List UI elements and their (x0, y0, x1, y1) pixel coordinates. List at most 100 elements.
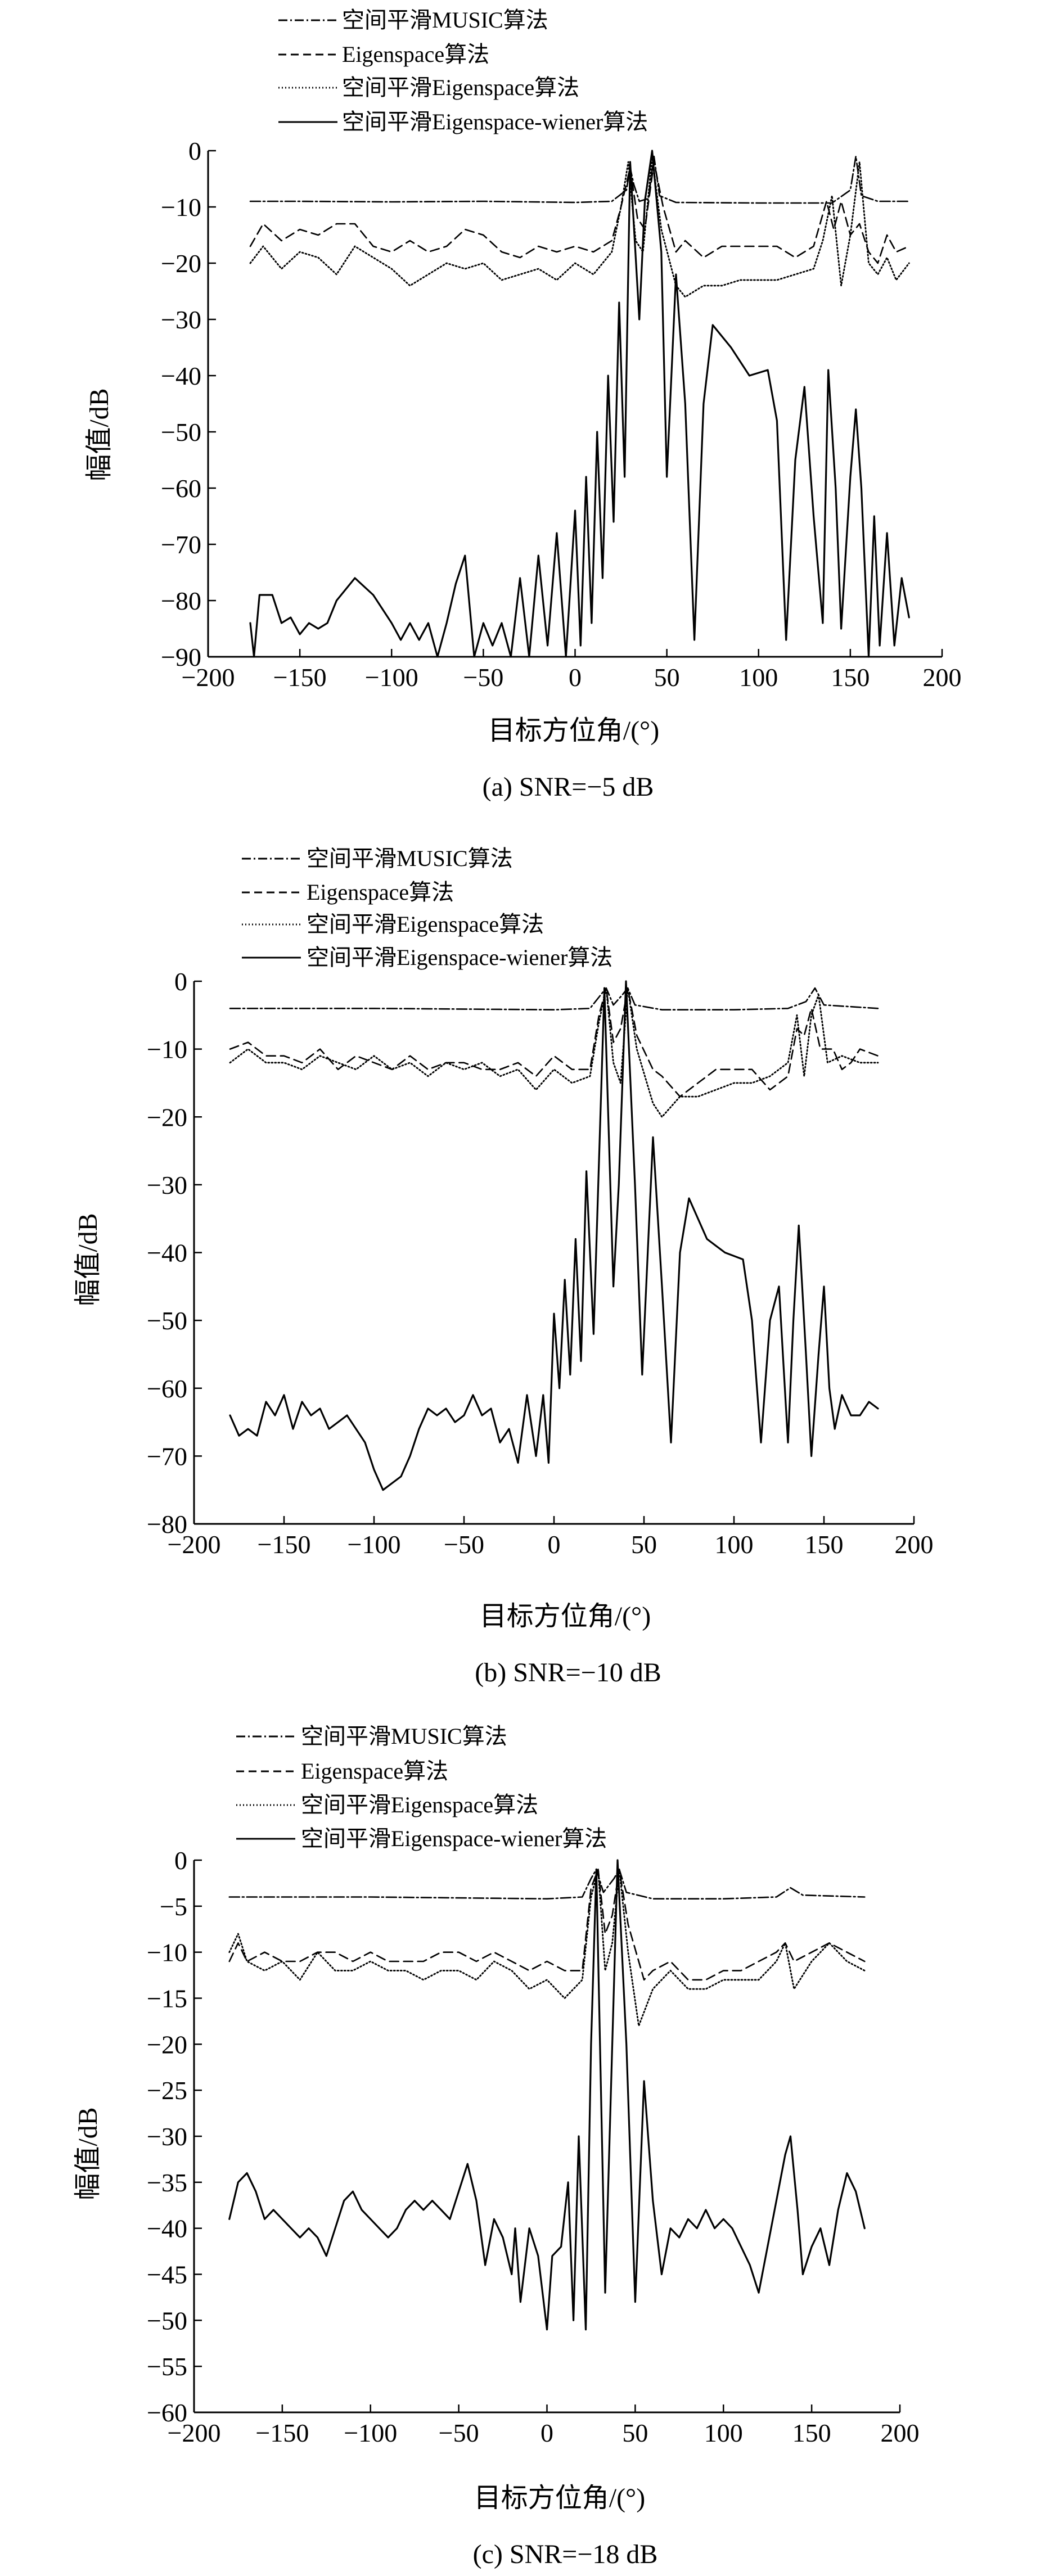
panel-c-caption: (c) SNR=−18 dB (473, 2539, 658, 2569)
panel-c-y-axis-label: 幅值/dB (73, 2107, 103, 2200)
panel-c-x-axis-label: 目标方位角/(°) (474, 2483, 646, 2513)
panel-c: 空间平滑MUSIC算法 Eigenspace算法 空间平滑Eigenspace算… (73, 1724, 657, 2569)
panel-a-x-tick-label: −100 (365, 663, 418, 692)
panel-c-legend-label-4: 空间平滑Eigenspace-wiener算法 (301, 1826, 607, 1851)
panel-c-y-tick-label: −45 (147, 2261, 187, 2289)
panel-a-legend-item-4: 空间平滑Eigenspace-wiener算法 (278, 109, 648, 134)
panel-c-legend-item-4: 空间平滑Eigenspace-wiener算法 (236, 1826, 607, 1851)
panel-a: 空间平滑MUSIC算法 Eigenspace算法 空间平滑Eigenspace算… (84, 7, 659, 802)
panel-a-legend: 空间平滑MUSIC算法 Eigenspace算法 空间平滑Eigenspace算… (278, 7, 648, 134)
panel-b-y-tick-label: −10 (147, 1035, 187, 1064)
panel-a-x-tick-label: −150 (273, 663, 327, 692)
panel-c-y-tick-label: −15 (147, 1984, 187, 2013)
panel-b-caption: (b) SNR=−10 dB (475, 1658, 661, 1688)
panel-c-y-tick-label: −25 (147, 2076, 187, 2105)
panel-c-series-1-line (228, 1869, 866, 1900)
panel-a-series-1-line (249, 155, 910, 204)
panel-a-y-tick-label: −30 (161, 305, 201, 334)
panel-c-x-tick-label: 50 (622, 2419, 648, 2447)
panel-a-y-tick-label: −40 (161, 362, 201, 390)
panel-c-legend-item-2: Eigenspace算法 (236, 1758, 448, 1784)
panel-c-series-4-line (228, 1859, 866, 2331)
panel-c-x-tick-label: 100 (704, 2419, 743, 2447)
panel-b-x-tick-label: −100 (348, 1530, 401, 1559)
panel-a-series-2-line (249, 161, 910, 264)
panel-b-x-axis-label: 目标方位角/(°) (480, 1601, 651, 1631)
panel-a-x-tick-label: 50 (654, 663, 680, 692)
panel-a-x-tick-label: −50 (463, 663, 503, 692)
panel-a-x-tick-label: −200 (182, 663, 235, 692)
panel-c-x-tick-label: 0 (540, 2419, 553, 2447)
panel-a-legend-item-3: 空间平滑Eigenspace算法 (278, 75, 579, 100)
panel-b: 空间平滑MUSIC算法 Eigenspace算法 空间平滑Eigenspace算… (73, 846, 661, 1688)
panel-c-plot-area: −200 −150 −100 −50 0 50 100 150 200 0 −5 −10 −15 −20 −… (147, 1846, 919, 2447)
panel-c-y-tick-label: −30 (147, 2122, 187, 2151)
panel-a-legend-label-2: Eigenspace算法 (342, 42, 489, 67)
panel-b-x-tick-label: 150 (805, 1530, 844, 1559)
panel-a-legend-item-1: 空间平滑MUSIC算法 (278, 7, 548, 33)
panel-b-y-tick-label: −20 (147, 1103, 187, 1131)
panel-b-legend: 空间平滑MUSIC算法 Eigenspace算法 空间平滑Eigenspace算… (242, 846, 612, 970)
panel-b-y-tick-label: −80 (147, 1510, 187, 1539)
panel-b-x-tick-label: −150 (258, 1530, 311, 1559)
panel-a-y-tick-label: −20 (161, 249, 201, 278)
panel-b-legend-item-4: 空间平滑Eigenspace-wiener算法 (242, 945, 612, 970)
panel-b-x-tick-label: −200 (168, 1530, 221, 1559)
panel-c-legend-item-3: 空间平滑Eigenspace算法 (236, 1792, 538, 1817)
panel-b-series-2-line (229, 987, 879, 1098)
panel-a-y-tick-label: −90 (161, 643, 201, 671)
panel-c-series-3-line (228, 1869, 866, 2027)
panel-a-legend-label-3: 空间平滑Eigenspace算法 (342, 75, 579, 100)
panel-a-y-tick-label: 0 (188, 137, 201, 165)
panel-b-x-tick-label: 50 (631, 1530, 657, 1559)
panel-c-legend-label-2: Eigenspace算法 (301, 1758, 448, 1784)
panel-a-y-tick-label: −80 (161, 587, 201, 615)
panel-b-series-1-line (229, 987, 879, 1010)
panel-b-y-tick-label: −40 (147, 1239, 187, 1267)
panel-b-x-tick-label: 200 (895, 1530, 934, 1559)
panel-b-legend-item-3: 空间平滑Eigenspace算法 (242, 912, 544, 937)
panel-c-x-tick-label: 200 (881, 2419, 920, 2447)
panel-b-y-tick-label: −50 (147, 1306, 187, 1335)
panel-c-y-tick-label: −10 (147, 1938, 187, 1967)
panel-b-y-axis-label: 幅值/dB (73, 1213, 103, 1306)
panel-c-y-tick-label: −5 (160, 1892, 187, 1921)
panel-a-y-tick-label: −10 (161, 193, 201, 222)
panel-b-series-3-line (229, 987, 879, 1118)
panel-c-x-tick-label: −100 (344, 2419, 397, 2447)
panel-c-y-tick-label: 0 (174, 1846, 187, 1875)
panel-c-y-tick-label: −55 (147, 2352, 187, 2381)
panel-c-legend-label-3: 空间平滑Eigenspace算法 (301, 1792, 538, 1817)
panel-c-series-2-line (228, 1869, 866, 1981)
panel-a-legend-item-2: Eigenspace算法 (278, 42, 489, 67)
panel-a-legend-label-4: 空间平滑Eigenspace-wiener算法 (342, 109, 648, 134)
panel-b-series-4-line (229, 980, 879, 1491)
panel-a-y-axis-label: 幅值/dB (84, 388, 114, 481)
panel-b-x-tick-label: 0 (548, 1530, 561, 1559)
panel-a-caption: (a) SNR=−5 dB (483, 772, 654, 802)
panel-b-y-tick-label: 0 (174, 967, 187, 996)
panel-a-series-4-line (249, 150, 910, 658)
panel-c-x-tick-label: 150 (792, 2419, 831, 2447)
panel-c-y-tick-label: −60 (147, 2398, 187, 2427)
panel-c-x-tick-label: −150 (255, 2419, 309, 2447)
panel-c-y-tick-label: −20 (147, 2030, 187, 2059)
panel-a-y-tick-label: −70 (161, 530, 201, 559)
panel-a-x-tick-label: 100 (739, 663, 778, 692)
panel-a-legend-label-1: 空间平滑MUSIC算法 (342, 7, 548, 33)
panel-c-y-tick-label: −40 (147, 2214, 187, 2243)
panel-c-legend: 空间平滑MUSIC算法 Eigenspace算法 空间平滑Eigenspace算… (236, 1724, 607, 1851)
panel-a-y-tick-label: −50 (161, 418, 201, 446)
panel-a-x-tick-label: 150 (831, 663, 870, 692)
panel-b-legend-label-1: 空间平滑MUSIC算法 (307, 846, 513, 871)
panel-c-x-tick-label: −50 (439, 2419, 479, 2447)
panel-c-x-tick-label: −200 (168, 2419, 221, 2447)
panel-a-series-3-line (249, 155, 910, 298)
panel-b-y-tick-label: −30 (147, 1171, 187, 1199)
panel-c-y-tick-label: −50 (147, 2306, 187, 2335)
panel-c-y-tick-label: −35 (147, 2168, 187, 2197)
panel-b-x-tick-label: −50 (444, 1530, 484, 1559)
panel-a-y-tick-label: −60 (161, 474, 201, 503)
panel-b-legend-item-2: Eigenspace算法 (242, 879, 454, 905)
panel-a-plot-area: −200 −150 −100 −50 0 50 100 150 200 0 −10 −20 −30 −40… (161, 137, 961, 692)
